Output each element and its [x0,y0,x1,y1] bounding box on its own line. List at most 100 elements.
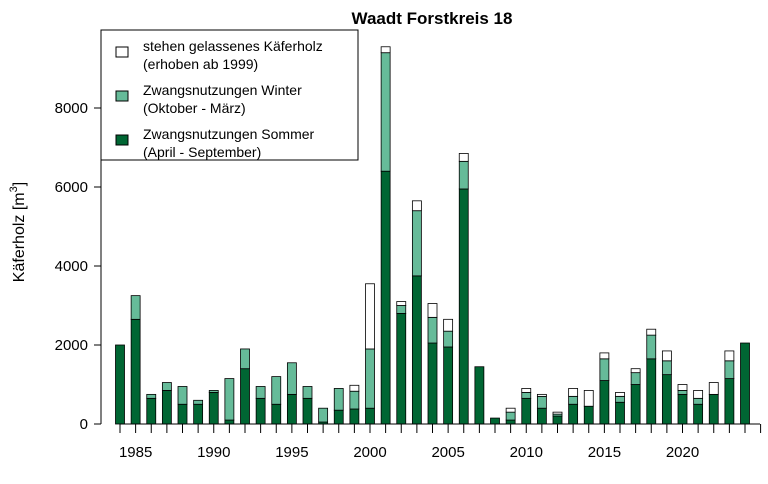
bar-2016-series-2 [615,391,625,397]
y-tick-label-8000: 8000 [55,100,88,117]
y-tick-label-6000: 6000 [55,179,88,196]
bar-2022-series-0 [708,393,719,425]
legend-label-1-line2: (Oktober - März) [143,100,246,116]
bar-2009-series-2 [505,407,516,413]
bar-1988-series-0 [177,403,188,425]
bar-2004-series-2 [427,303,438,318]
bar-2007-series-0 [474,366,485,425]
y-tick-label-4000: 4000 [55,258,88,275]
bar-1988-series-1 [177,386,188,405]
bar-2000-series-1 [365,348,375,409]
bar-2017-series-2 [630,368,641,374]
bar-2002-series-1 [396,305,407,314]
bar-1998-series-1 [333,388,344,411]
bar-2019-series-1 [661,360,672,376]
bar-1993-series-1 [255,386,266,399]
bar-2020-series-1 [677,390,688,395]
bar-1985-series-0 [130,318,141,425]
bar-2001-series-2 [380,46,391,54]
bar-2015-series-0 [599,380,610,425]
y-axis-title-main: Käferholz [m [11,192,28,282]
bar-2016-series-1 [615,395,625,403]
y-axis-title: Käferholz [m3] [8,182,28,282]
legend-box [100,29,359,161]
bar-2021-series-2 [693,390,704,399]
bar-1996-series-0 [302,397,313,425]
bar-1991-series-0 [224,419,235,425]
bar-2003-series-2 [411,200,422,212]
legend-label-2-line2: (April - September) [143,144,261,160]
y-axis: 0 2000 4000 6000 8000 [55,100,101,433]
bar-2021-series-0 [693,403,704,425]
bar-2024-series-0 [740,342,750,425]
bar-1992-series-0 [240,368,250,425]
bar-2019-series-0 [661,374,672,425]
bar-1996-series-1 [302,386,313,399]
x-tick-label-2010: 2010 [510,444,543,461]
legend: stehen gelassenes Käferholz (erhoben ab 1… [100,29,359,161]
x-tick-label-2000: 2000 [353,444,386,461]
bar-2012-series-0 [552,415,563,425]
bar-1984-series-0 [115,344,125,425]
bar-2018-series-2 [646,328,657,336]
bar-1992-series-1 [240,348,250,370]
bar-2005-series-2 [443,318,454,332]
bar-2005-series-0 [443,346,454,425]
y-tick-label-0: 0 [80,416,88,433]
bar-2022-series-2 [708,382,719,395]
bar-2020-series-2 [677,384,688,391]
bar-2002-series-0 [396,312,407,425]
bar-2000-series-2 [365,283,375,350]
bar-2001-series-1 [380,52,391,172]
bar-2023-series-0 [724,378,735,425]
bar-2008-series-0 [490,417,500,425]
bar-2004-series-1 [427,316,438,344]
bar-1989-series-0 [193,403,204,425]
bar-1994-series-0 [271,403,282,425]
bar-1995-series-1 [286,362,297,395]
bar-2018-series-1 [646,334,657,360]
bar-1986-series-0 [146,397,157,425]
legend-swatch-2 [115,134,129,146]
bar-2002-series-2 [396,301,407,306]
x-tick-label-2005: 2005 [431,444,464,461]
bar-2012-series-2 [552,411,563,415]
bar-2011-series-1 [536,395,547,409]
bar-2013-series-0 [568,403,579,425]
legend-swatch-0 [115,46,129,58]
bar-2015-series-2 [599,352,610,360]
bar-2006-series-1 [458,160,469,190]
bar-2010-series-0 [521,397,532,425]
bar-1998-series-0 [333,409,344,425]
bar-1997-series-1 [318,407,329,423]
chart-title: Waadt Forstkreis 18 [352,9,513,28]
bar-1987-series-0 [161,390,172,425]
bar-2014-series-0 [583,405,594,425]
legend-label-2-line1: Zwangsnutzungen Sommer [143,126,315,142]
bar-1991-series-1 [224,378,235,421]
bar-2021-series-1 [693,397,704,405]
bar-2001-series-0 [380,170,391,425]
bar-2018-series-0 [646,358,657,425]
bar-2023-series-2 [724,350,735,362]
y-axis-title-close: ] [11,182,28,186]
x-tick-label-2020: 2020 [666,444,699,461]
x-tick-label-1985: 1985 [119,444,152,461]
bar-2023-series-1 [724,360,735,379]
bar-2003-series-1 [411,210,422,277]
bar-1999-series-2 [349,384,360,392]
legend-label-1-line1: Zwangsnutzungen Winter [143,82,302,98]
bar-1989-series-1 [193,399,204,405]
legend-swatch-1 [115,90,129,102]
bar-1987-series-1 [161,382,172,391]
bar-2014-series-2 [583,390,594,407]
bar-1999-series-1 [349,390,360,410]
bar-2000-series-0 [365,407,375,425]
bar-2010-series-2 [521,388,532,393]
bar-2017-series-0 [630,384,641,425]
bar-2004-series-0 [427,342,438,425]
bar-2006-series-0 [458,188,469,425]
y-axis-title-superscript: 3 [8,186,20,192]
plot-area [115,46,750,425]
